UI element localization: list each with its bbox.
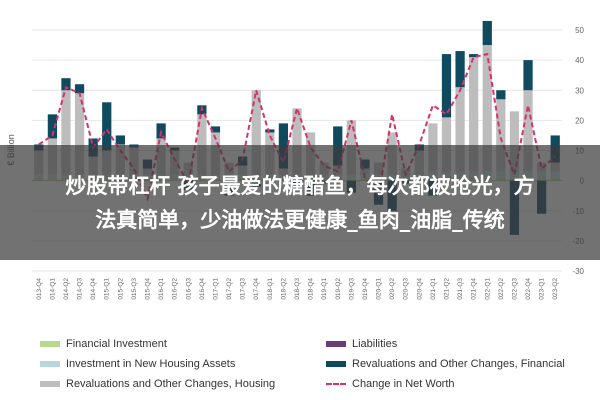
x-tick-label: 2021-Q4 xyxy=(471,278,478,300)
x-tick-label: 2018-Q4 xyxy=(308,278,315,300)
bar-revaluations-and-other-changes-financial xyxy=(469,54,479,58)
bar-revaluations-and-other-changes-housing xyxy=(455,87,465,172)
x-tick-label: 2019-Q4 xyxy=(362,278,369,300)
bar-revaluations-and-other-changes-housing xyxy=(61,90,71,175)
bar-revaluations-and-other-changes-financial xyxy=(61,78,71,91)
y-tick-label: 50 xyxy=(575,26,584,35)
legend-swatch xyxy=(326,383,346,385)
x-tick-label: 2021-Q2 xyxy=(443,278,450,300)
x-tick-label: 2016-Q4 xyxy=(199,278,206,300)
bar-revaluations-and-other-changes-financial xyxy=(210,126,221,133)
bar-revaluations-and-other-changes-housing xyxy=(496,99,506,172)
x-tick-label: 2019-Q1 xyxy=(321,278,328,300)
legend-item: Revaluations and Other Changes, Housing xyxy=(40,378,275,390)
banner-line-2: 法真简单，少油做法更健康_鱼肉_油脂_传统 xyxy=(95,207,505,232)
bar-revaluations-and-other-changes-financial xyxy=(455,51,465,88)
bar-revaluations-and-other-changes-financial xyxy=(115,135,125,145)
legend-label: Investment in New Housing Assets xyxy=(66,358,236,370)
legend-label: Liabilities xyxy=(352,338,398,350)
y-tick-label: -30 xyxy=(572,267,584,276)
x-tick-label: 2019-Q2 xyxy=(335,278,342,300)
x-tick-label: 2014-Q4 xyxy=(90,278,97,300)
bar-revaluations-and-other-changes-housing xyxy=(74,93,85,175)
bar-revaluations-and-other-changes-housing xyxy=(469,57,479,172)
bar-revaluations-and-other-changes-housing xyxy=(292,108,302,175)
x-tick-label: 2015-Q4 xyxy=(145,278,152,300)
banner-line-1: 炒股带杠杆 孩子最爱的糖醋鱼，每次都被抢光，方 xyxy=(65,173,535,198)
x-tick-label: 2022-Q2 xyxy=(498,278,505,300)
x-tick-label: 2021-Q1 xyxy=(430,278,437,300)
bar-revaluations-and-other-changes-housing xyxy=(441,117,452,172)
bar-revaluations-and-other-changes-financial xyxy=(441,54,452,118)
bar-revaluations-and-other-changes-housing xyxy=(509,111,520,172)
legend-swatch xyxy=(40,341,60,347)
x-tick-label: 2022-Q3 xyxy=(511,278,518,300)
x-tick-label: 2018-Q2 xyxy=(280,278,287,300)
x-tick-label: 2021-Q3 xyxy=(457,278,464,300)
legend-swatch xyxy=(326,361,346,367)
x-tick-label: 2020-Q4 xyxy=(416,278,423,300)
x-tick-label: 2022-Q1 xyxy=(484,278,491,300)
x-tick-label: 2013-Q4 xyxy=(36,278,43,300)
x-tick-label: 2018-Q1 xyxy=(267,278,274,300)
legend-label: Revaluations and Other Changes, Housing xyxy=(66,378,276,390)
chart-legend: Financial Investment Liabilities Investmen… xyxy=(0,332,600,398)
x-tick-label: 2023-Q2 xyxy=(552,278,559,300)
legend-item: Revaluations and Other Changes, Financia… xyxy=(326,358,565,370)
x-tick-label: 2023-Q1 xyxy=(539,278,546,300)
bar-revaluations-and-other-changes-financial xyxy=(74,84,85,94)
y-tick-label: 30 xyxy=(575,86,584,95)
y-tick-label: 20 xyxy=(575,116,584,125)
x-tick-label: 2022-Q4 xyxy=(525,278,532,300)
bar-revaluations-and-other-changes-housing xyxy=(251,90,261,175)
x-tick-label: 2014-Q2 xyxy=(63,278,70,300)
x-tick-label: 2015-Q3 xyxy=(131,278,138,300)
bar-revaluations-and-other-changes-financial xyxy=(47,114,58,139)
x-tick-label: 2014-Q1 xyxy=(49,278,56,300)
x-tick-label: 2017-Q1 xyxy=(212,278,219,300)
x-tick-label: 2019-Q3 xyxy=(348,278,355,300)
legend-item: Investment in New Housing Assets xyxy=(40,358,235,370)
x-tick-label: 2017-Q4 xyxy=(253,278,260,300)
legend-swatch xyxy=(40,381,60,387)
x-tick-label: 2017-Q3 xyxy=(240,278,247,300)
legend-item: Change in Net Worth xyxy=(326,378,455,390)
bar-revaluations-and-other-changes-housing xyxy=(197,114,207,175)
bar-revaluations-and-other-changes-financial xyxy=(265,129,275,133)
x-tick-label: 2016-Q3 xyxy=(185,278,192,300)
x-tick-label: 2017-Q2 xyxy=(226,278,233,300)
bar-revaluations-and-other-changes-financial xyxy=(102,102,112,151)
bar-revaluations-and-other-changes-financial xyxy=(482,20,492,46)
x-tick-label: 2020-Q2 xyxy=(389,278,396,300)
x-tick-label: 2018-Q3 xyxy=(294,278,301,300)
bar-revaluations-and-other-changes-financial xyxy=(496,90,506,100)
bar-revaluations-and-other-changes-housing xyxy=(523,90,533,172)
bar-revaluations-and-other-changes-financial xyxy=(523,60,533,91)
legend-swatch xyxy=(326,341,346,347)
x-tick-label: 2015-Q2 xyxy=(117,278,124,300)
bar-revaluations-and-other-changes-housing xyxy=(482,45,492,172)
legend-label: Change in Net Worth xyxy=(352,378,455,390)
legend-item: Liabilities xyxy=(326,338,397,350)
legend-label: Revaluations and Other Changes, Financia… xyxy=(352,358,565,370)
overlay-banner: 炒股带杠杆 孩子最爱的糖醋鱼，每次都被抢光，方 法真简单，少油做法更健康_鱼肉_… xyxy=(0,145,600,260)
x-tick-label: 2016-Q2 xyxy=(172,278,179,300)
x-tick-label: 2020-Q1 xyxy=(376,278,383,300)
x-tick-label: 2014-Q3 xyxy=(77,278,84,300)
legend-label: Financial Investment xyxy=(66,338,167,350)
y-tick-label: 40 xyxy=(575,56,584,65)
x-tick-label: 2016-Q1 xyxy=(158,278,165,300)
legend-item: Financial Investment xyxy=(40,338,167,350)
x-tick-label: 2020-Q3 xyxy=(403,278,410,300)
x-tick-label: 2015-Q1 xyxy=(104,278,111,300)
legend-swatch xyxy=(40,361,60,367)
